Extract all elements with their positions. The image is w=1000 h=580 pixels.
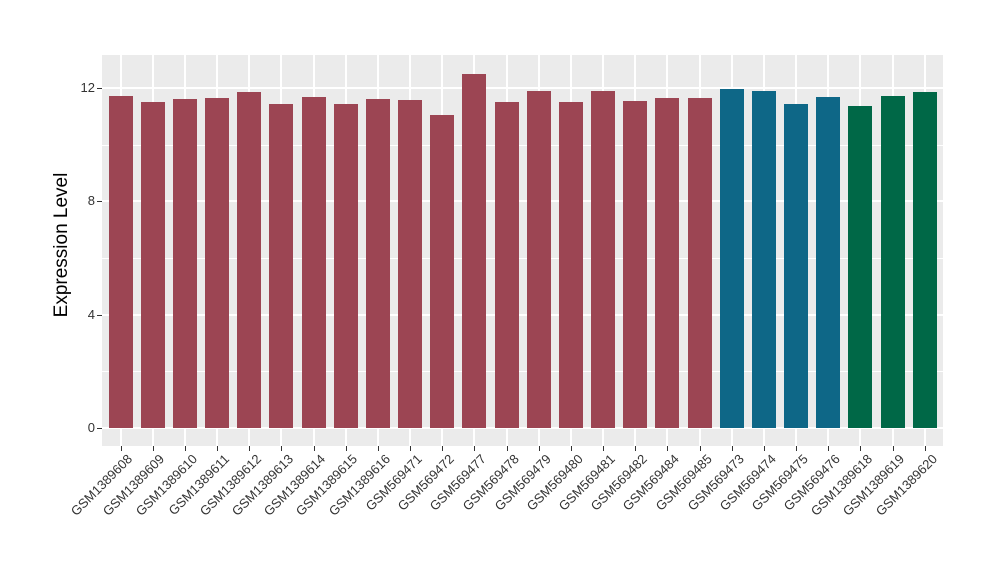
x-tick-mark-GSM1389610 [184, 446, 186, 451]
x-tick-mark-GSM1389611 [217, 446, 218, 451]
x-tick-mark-GSM1389612 [249, 446, 251, 451]
y-tick-mark-4 [97, 314, 102, 316]
bar-GSM569484 [655, 97, 680, 428]
gridline-minor-y-10 [102, 144, 943, 146]
x-tick-mark-GSM569481 [603, 446, 605, 451]
bar-GSM1389615 [333, 104, 358, 428]
x-tick-mark-GSM569474 [763, 446, 765, 451]
y-tick-mark-12 [97, 88, 102, 90]
x-tick-mark-GSM569471 [410, 446, 412, 451]
bar-GSM1389609 [140, 101, 165, 428]
y-tick-label-12: 12 [80, 80, 95, 96]
bar-GSM1389618 [848, 106, 873, 428]
gridline-major-y-0 [102, 427, 943, 429]
bar-GSM569479 [526, 90, 551, 428]
x-tick-mark-GSM569484 [667, 446, 669, 451]
x-tick-mark-GSM1389618 [860, 446, 862, 451]
x-tick-mark-GSM569472 [442, 446, 444, 451]
bar-GSM1389613 [269, 103, 294, 428]
gridline-minor-y-2 [102, 371, 943, 373]
bar-GSM569480 [558, 102, 583, 428]
bar-GSM569471 [398, 99, 423, 428]
x-tick-mark-GSM1389620 [924, 446, 926, 451]
x-tick-mark-GSM1389615 [345, 446, 347, 451]
gridline-major-y-12 [102, 87, 943, 90]
y-tick-mark-8 [97, 201, 102, 203]
bar-GSM569478 [494, 102, 519, 428]
bar-GSM1389616 [365, 98, 390, 428]
bar-GSM569474 [751, 91, 776, 428]
x-tick-mark-GSM1389614 [313, 446, 315, 451]
x-tick-mark-GSM569480 [570, 446, 572, 451]
bar-GSM1389608 [108, 95, 133, 428]
x-tick-mark-GSM1389613 [281, 446, 283, 451]
x-tick-mark-GSM569477 [474, 446, 476, 451]
x-tick-mark-GSM569475 [796, 446, 798, 451]
bar-GSM569472 [430, 114, 455, 428]
y-tick-label-0: 0 [87, 420, 95, 435]
bar-GSM1389620 [912, 91, 937, 428]
bar-GSM569477 [462, 73, 487, 428]
bar-GSM569485 [687, 98, 712, 428]
x-tick-mark-GSM569478 [506, 446, 508, 451]
gridline-minor-y-6 [102, 258, 943, 260]
y-tick-mark-0 [97, 428, 102, 429]
y-tick-label-8: 8 [87, 193, 95, 209]
bar-GSM569481 [591, 90, 616, 428]
bar-GSM1389611 [205, 98, 229, 428]
y-tick-label-4: 4 [87, 306, 95, 322]
bar-GSM569473 [719, 89, 744, 428]
bar-GSM1389619 [880, 95, 905, 428]
bar-GSM1389614 [301, 96, 326, 428]
x-tick-mark-GSM1389608 [120, 446, 122, 451]
x-tick-mark-GSM1389619 [892, 446, 894, 451]
y-axis-title: Expression Level [51, 172, 72, 318]
gridline-major-y-8 [102, 200, 943, 203]
x-tick-mark-GSM569473 [731, 446, 733, 451]
x-tick-mark-GSM569482 [635, 446, 637, 451]
x-tick-mark-GSM569476 [828, 446, 830, 451]
bar-GSM569475 [784, 104, 809, 428]
x-tick-mark-GSM569485 [699, 446, 701, 451]
x-tick-mark-GSM1389609 [152, 446, 154, 451]
bar-GSM569476 [816, 96, 841, 428]
x-tick-mark-GSM569479 [538, 446, 540, 451]
gridline-major-y-4 [102, 313, 943, 316]
bar-GSM1389610 [172, 99, 197, 428]
bar-GSM1389612 [237, 92, 262, 428]
x-tick-mark-GSM1389616 [377, 446, 379, 451]
plot-panel [102, 55, 943, 446]
bar-GSM569482 [623, 100, 648, 428]
